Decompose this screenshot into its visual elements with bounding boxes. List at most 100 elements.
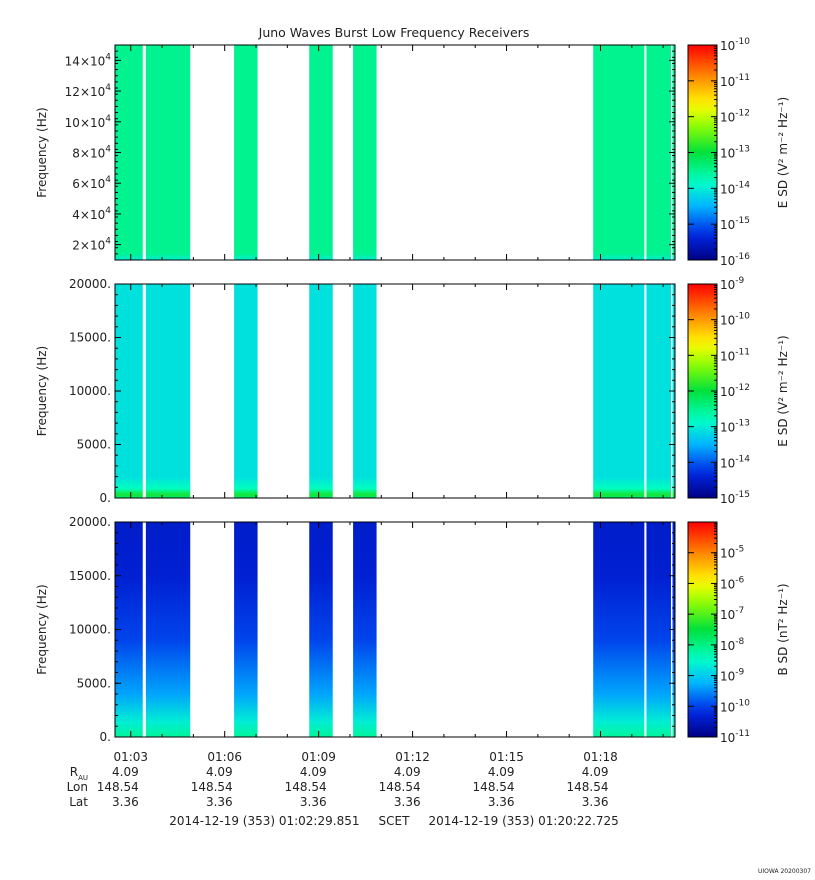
colorbar <box>687 521 718 738</box>
y-tick-label: 12×104 <box>65 83 112 99</box>
colorbar-tick-label: 10-9 <box>720 668 745 684</box>
colorbar-label: B SD (nT² Hz⁻¹) <box>776 583 790 675</box>
ephemeris-value: 3.36 <box>394 795 421 809</box>
panel-lower: 0. 5000. 10000. 15000. 20000. Frequency (Hz) 1… <box>35 515 790 745</box>
colorbar-label: E SD (V² m⁻² Hz⁻¹) <box>776 335 790 446</box>
y-tick-label: 6×104 <box>72 175 111 191</box>
ephemeris-value: 3.36 <box>300 795 327 809</box>
colorbar-tick-label: 10-7 <box>720 606 744 622</box>
data-block <box>353 284 377 498</box>
colorbar-tick-label: 10-8 <box>720 637 745 653</box>
panel-upper: 2×104 4×104 6×104 8×104 10×104 12×104 14×104 Fr… <box>35 37 790 268</box>
footer-tag: UIOWA 20200307 <box>758 868 811 875</box>
colorbar-tick-label: 10-15 <box>720 216 750 232</box>
y-tick-label: 0. <box>100 730 111 744</box>
colorbar-tick-label: 10-13 <box>720 419 750 435</box>
data-block <box>646 45 671 260</box>
colorbar-tick-label: 10-10 <box>720 698 750 714</box>
y-tick-label: 20000. <box>69 277 111 291</box>
y-tick-label: 4×104 <box>72 206 111 222</box>
data-block <box>593 45 645 260</box>
colorbar-tick-label: 10-11 <box>720 73 750 89</box>
colorbar-tick-label: 10-9 <box>720 276 745 292</box>
data-block <box>145 284 191 498</box>
data-block <box>234 522 258 737</box>
y-tick-label: 8×104 <box>72 145 111 161</box>
ephemeris-value: 4.09 <box>300 765 327 779</box>
data-block <box>309 284 333 498</box>
colorbar-tick-label: 10-11 <box>720 347 750 363</box>
y-axis-label: Frequency (Hz) <box>35 346 49 437</box>
ephemeris-value: 148.54 <box>379 780 421 794</box>
ephemeris-value: 4.09 <box>394 765 421 779</box>
data-block <box>593 284 645 498</box>
colorbar-tick-label: 10-13 <box>720 145 750 161</box>
y-tick-label: 10000. <box>69 384 111 398</box>
data-block <box>309 45 333 260</box>
ephemeris-row-label: RAU <box>70 765 88 782</box>
y-tick-label: 15000. <box>69 331 111 345</box>
chart-title: Juno Waves Burst Low Frequency Receivers <box>258 25 530 40</box>
y-tick-label: 0. <box>100 491 111 505</box>
ephemeris-value: 3.36 <box>206 795 233 809</box>
y-tick-label: 5000. <box>77 676 111 690</box>
ephemeris-value: 4.09 <box>488 765 515 779</box>
data-block <box>353 522 377 737</box>
colorbar-tick-label: 10-14 <box>720 454 750 470</box>
data-block <box>353 45 377 260</box>
x-tick-label: 01:03 <box>113 750 148 764</box>
ephemeris-value: 148.54 <box>473 780 515 794</box>
y-tick-label: 10000. <box>69 623 111 637</box>
ephemeris-value: 4.09 <box>206 765 233 779</box>
data-block <box>593 522 645 737</box>
ephemeris-value: 148.54 <box>285 780 327 794</box>
data-block <box>646 284 671 498</box>
y-tick-label: 15000. <box>69 569 111 583</box>
colorbar-tick-label: 10-6 <box>720 575 745 591</box>
y-tick-label: 10×104 <box>65 114 112 130</box>
data-block <box>234 45 258 260</box>
colorbar-tick-label: 10-15 <box>720 490 750 506</box>
colorbar-tick-label: 10-12 <box>720 109 750 125</box>
x-tick-label: 01:12 <box>395 750 430 764</box>
colorbar-tick-label: 10-11 <box>720 729 750 745</box>
panel-frame <box>114 521 676 738</box>
panel-middle: 0. 5000. 10000. 15000. 20000. Frequency (Hz) 1… <box>35 276 790 506</box>
data-block <box>234 284 258 498</box>
ephemeris-value: 148.54 <box>567 780 609 794</box>
data-block <box>309 522 333 737</box>
data-block <box>145 522 191 737</box>
ephemeris-value: 4.09 <box>582 765 609 779</box>
colorbar-tick-label: 10-10 <box>720 312 750 328</box>
data-block <box>646 522 671 737</box>
ephemeris-row-label: Lat <box>69 795 88 809</box>
ephemeris-value: 4.09 <box>112 765 139 779</box>
ephemeris-value: 3.36 <box>112 795 139 809</box>
x-tick-label: 01:18 <box>583 750 618 764</box>
y-tick-label: 20000. <box>69 515 111 529</box>
colorbar-tick-label: 10-16 <box>720 252 750 268</box>
ephemeris-row-label: Lon <box>67 780 88 794</box>
colorbar-tick-label: 10-12 <box>720 383 750 399</box>
y-tick-label: 5000. <box>77 438 111 452</box>
x-tick-label: 01:06 <box>207 750 242 764</box>
panel-frame <box>114 44 676 261</box>
time-range-text: 2014-12-19 (353) 01:02:29.851 SCET 2014-… <box>169 814 619 828</box>
colorbar-tick-label: 10-14 <box>720 180 750 196</box>
y-tick-label: 14×104 <box>65 52 112 68</box>
y-axis-label: Frequency (Hz) <box>35 107 49 198</box>
ephemeris-value: 148.54 <box>191 780 233 794</box>
panel-frame <box>114 283 676 499</box>
y-axis-label: Frequency (Hz) <box>35 584 49 675</box>
colorbar-tick-label: 10-10 <box>720 37 750 53</box>
data-block <box>145 45 191 260</box>
colorbar-label: E SD (V² m⁻² Hz⁻¹) <box>776 97 790 208</box>
x-tick-label: 01:09 <box>301 750 336 764</box>
colorbar-tick-label: 10-5 <box>720 545 744 561</box>
y-tick-label: 2×104 <box>72 237 111 253</box>
ephemeris-value: 3.36 <box>488 795 515 809</box>
ephemeris-value: 3.36 <box>582 795 609 809</box>
ephemeris-value: 148.54 <box>97 780 139 794</box>
